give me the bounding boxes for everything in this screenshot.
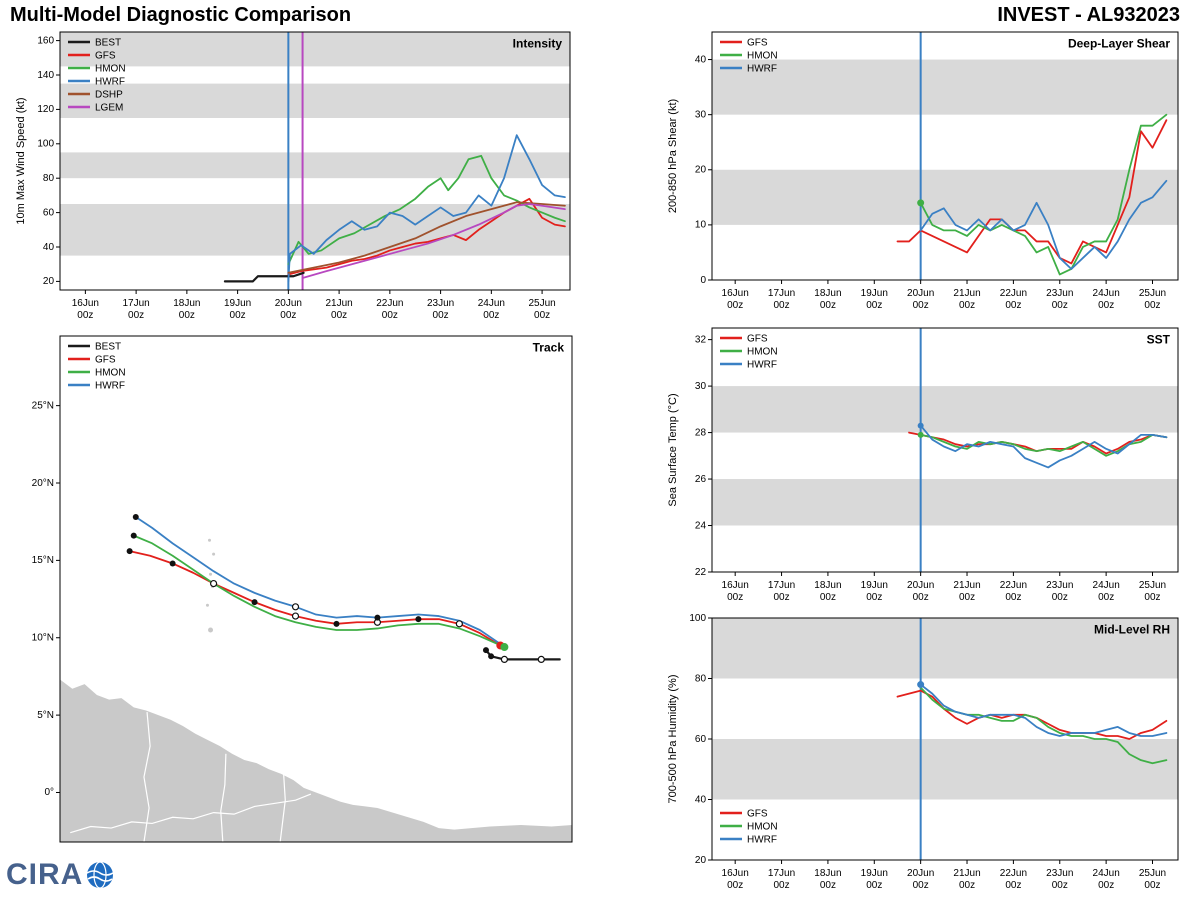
sst-chart	[660, 322, 1188, 610]
intensity-chart	[8, 26, 580, 328]
cira-logo: CIRA	[6, 858, 115, 892]
page-title: Multi-Model Diagnostic Comparison	[10, 4, 352, 26]
storm-id: INVEST - AL932023	[997, 4, 1180, 26]
cira-logo-text: CIRA	[6, 858, 84, 891]
globe-icon	[86, 861, 114, 889]
mid-level-rh-chart	[660, 612, 1188, 898]
deep-layer-shear-chart	[660, 26, 1188, 318]
track-map-chart	[8, 330, 580, 852]
